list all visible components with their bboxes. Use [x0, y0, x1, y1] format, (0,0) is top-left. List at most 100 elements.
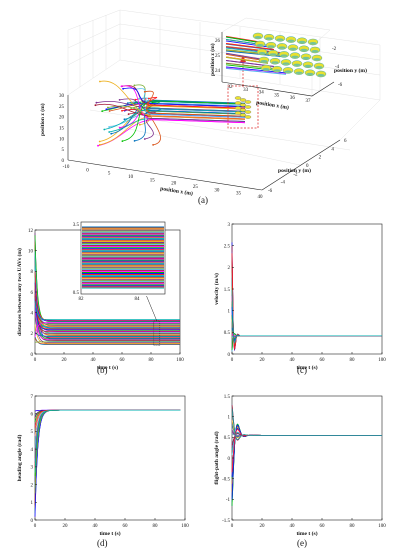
series-line — [231, 309, 382, 341]
panel-a-y-axis — [261, 139, 341, 191]
trajectory-start-point — [95, 101, 98, 104]
trajectory-start-point — [133, 84, 136, 87]
x-tick-label: 0 — [34, 358, 37, 363]
panel-a-x-axis — [67, 159, 263, 191]
trajectory-start-point — [99, 80, 101, 83]
panel-b-inset: 3.5 0.582 84 — [73, 221, 166, 302]
panel-a-inset-y-ticks: -6 -4 -2 — [332, 47, 343, 88]
series-line — [34, 409, 181, 481]
series-line — [34, 409, 181, 494]
panel-a-x-tick-label: 30 — [214, 188, 220, 193]
panel-e: 0 20 40 60 80 100 -1.5 -1 -0.5 0 0.5 1 1.5 time t (s)… — [213, 395, 386, 537]
y-tick-label: 1 — [31, 501, 34, 506]
panel-b: 0 20 40 60 80 100 0 2 4 6 8 10 12 time t (s) distances… — [16, 221, 184, 371]
series-line — [34, 298, 180, 330]
series-line — [34, 409, 181, 511]
series-line — [34, 409, 181, 473]
series-line — [231, 279, 382, 346]
series-line — [34, 409, 181, 435]
y-tick-label: 2.5 — [224, 244, 231, 249]
panel-a-z-tick-label: 0 — [62, 159, 65, 164]
trajectory-start-point — [126, 102, 129, 104]
x-tick-label: 40 — [290, 524, 296, 529]
series-line — [231, 429, 382, 471]
series-line — [34, 409, 181, 436]
x-tick-label: 100 — [181, 524, 189, 529]
series-line — [34, 409, 181, 506]
panel-a-z-ticks: 0 5 10 15 20 25 30 — [59, 94, 65, 164]
trajectory-start-point — [122, 87, 124, 90]
panel-a-inset-z-ticks: 24 25 26 — [215, 39, 221, 74]
y-axis-label: flight-path angle (rad) — [213, 431, 220, 484]
uav-end-marker — [239, 113, 247, 117]
trajectory-start-point — [152, 144, 155, 146]
panel-a-inset-x-tick-label: 33 — [243, 88, 249, 93]
series-line — [231, 265, 382, 348]
inset-uav-disc-base — [306, 72, 314, 76]
x-axis-label: time t (s) — [296, 364, 317, 371]
series-line — [231, 303, 382, 342]
series-line — [231, 295, 382, 343]
series-line — [34, 295, 180, 324]
inset-trajectory-line — [225, 53, 263, 61]
y-tick-label: 1 — [228, 309, 231, 314]
trajectory-start-point — [110, 132, 113, 135]
trajectory-start-point — [121, 140, 124, 143]
x-tick-label: 80 — [350, 524, 356, 529]
y-tick-label: 8 — [31, 270, 34, 275]
panel-a-zlabel: position z (m) — [39, 103, 46, 136]
inset-uav-disc-base — [287, 39, 295, 42]
series-line — [231, 254, 382, 350]
panel-e-caption: (e) — [297, 538, 307, 548]
y-tick-label: 1.5 — [224, 288, 231, 293]
inset-uav-disc-base — [309, 42, 317, 45]
series-line — [231, 286, 382, 345]
panel-a-y-tick-label: -6 — [268, 189, 273, 194]
panel-a-inset-x-ticks: 32 33 34 35 36 37 — [228, 85, 312, 104]
y-tick-label: -0.5 — [222, 477, 230, 482]
trajectory-start-point — [108, 126, 110, 128]
series-line — [34, 409, 181, 495]
panel-a-inset-x-tick-label: 36 — [290, 96, 296, 101]
inset-trajectory-line — [225, 64, 281, 72]
series-line — [231, 279, 382, 346]
y-axis-label: velocity (m/s) — [213, 273, 220, 305]
series-line — [34, 409, 181, 437]
y-tick-label: 4 — [31, 311, 34, 316]
panel-d: 0 20 40 60 80 100 0 1 2 3 4 5 6 7 time t (s) heading an… — [16, 395, 189, 537]
series-line — [231, 301, 382, 342]
trajectory-start-point — [127, 113, 130, 115]
series-line — [34, 409, 181, 474]
inset-uav-disc-base — [260, 60, 268, 63]
y-tick-label: 1 — [228, 415, 231, 420]
trajectory-start-point — [108, 131, 111, 133]
panel-a-inset-y-tick-label: -6 — [338, 83, 343, 88]
x-tick-label: 0 — [34, 524, 37, 529]
x-tick-label: 80 — [350, 358, 356, 363]
x-tick-label: 100 — [176, 358, 184, 363]
series-line — [34, 409, 181, 502]
trajectory-line — [146, 96, 246, 109]
inset-trajectory-line — [225, 43, 275, 50]
inset-y-tick-label: 3.5 — [73, 223, 80, 228]
panel-a-inset-formation — [225, 32, 327, 78]
series-line — [34, 336, 180, 346]
series-line — [231, 409, 382, 440]
series-line — [34, 409, 181, 417]
series-line — [231, 272, 382, 347]
trajectory-start-point — [94, 104, 97, 107]
trajectory-line — [134, 110, 246, 142]
panel-a-ylabel: position y (m) — [278, 167, 311, 174]
series-line — [34, 271, 180, 321]
x-tick-label: 60 — [120, 358, 126, 363]
x-tick-label: 0 — [231, 524, 234, 529]
trajectory-line — [122, 100, 246, 142]
series-line — [231, 428, 382, 478]
series-line — [34, 409, 181, 508]
trajectory-start-point — [105, 108, 108, 111]
series-line — [231, 315, 382, 340]
inset-uav-disc-base — [269, 53, 277, 56]
y-tick-label: 2 — [228, 266, 231, 271]
y-tick-label: 0 — [228, 353, 231, 358]
